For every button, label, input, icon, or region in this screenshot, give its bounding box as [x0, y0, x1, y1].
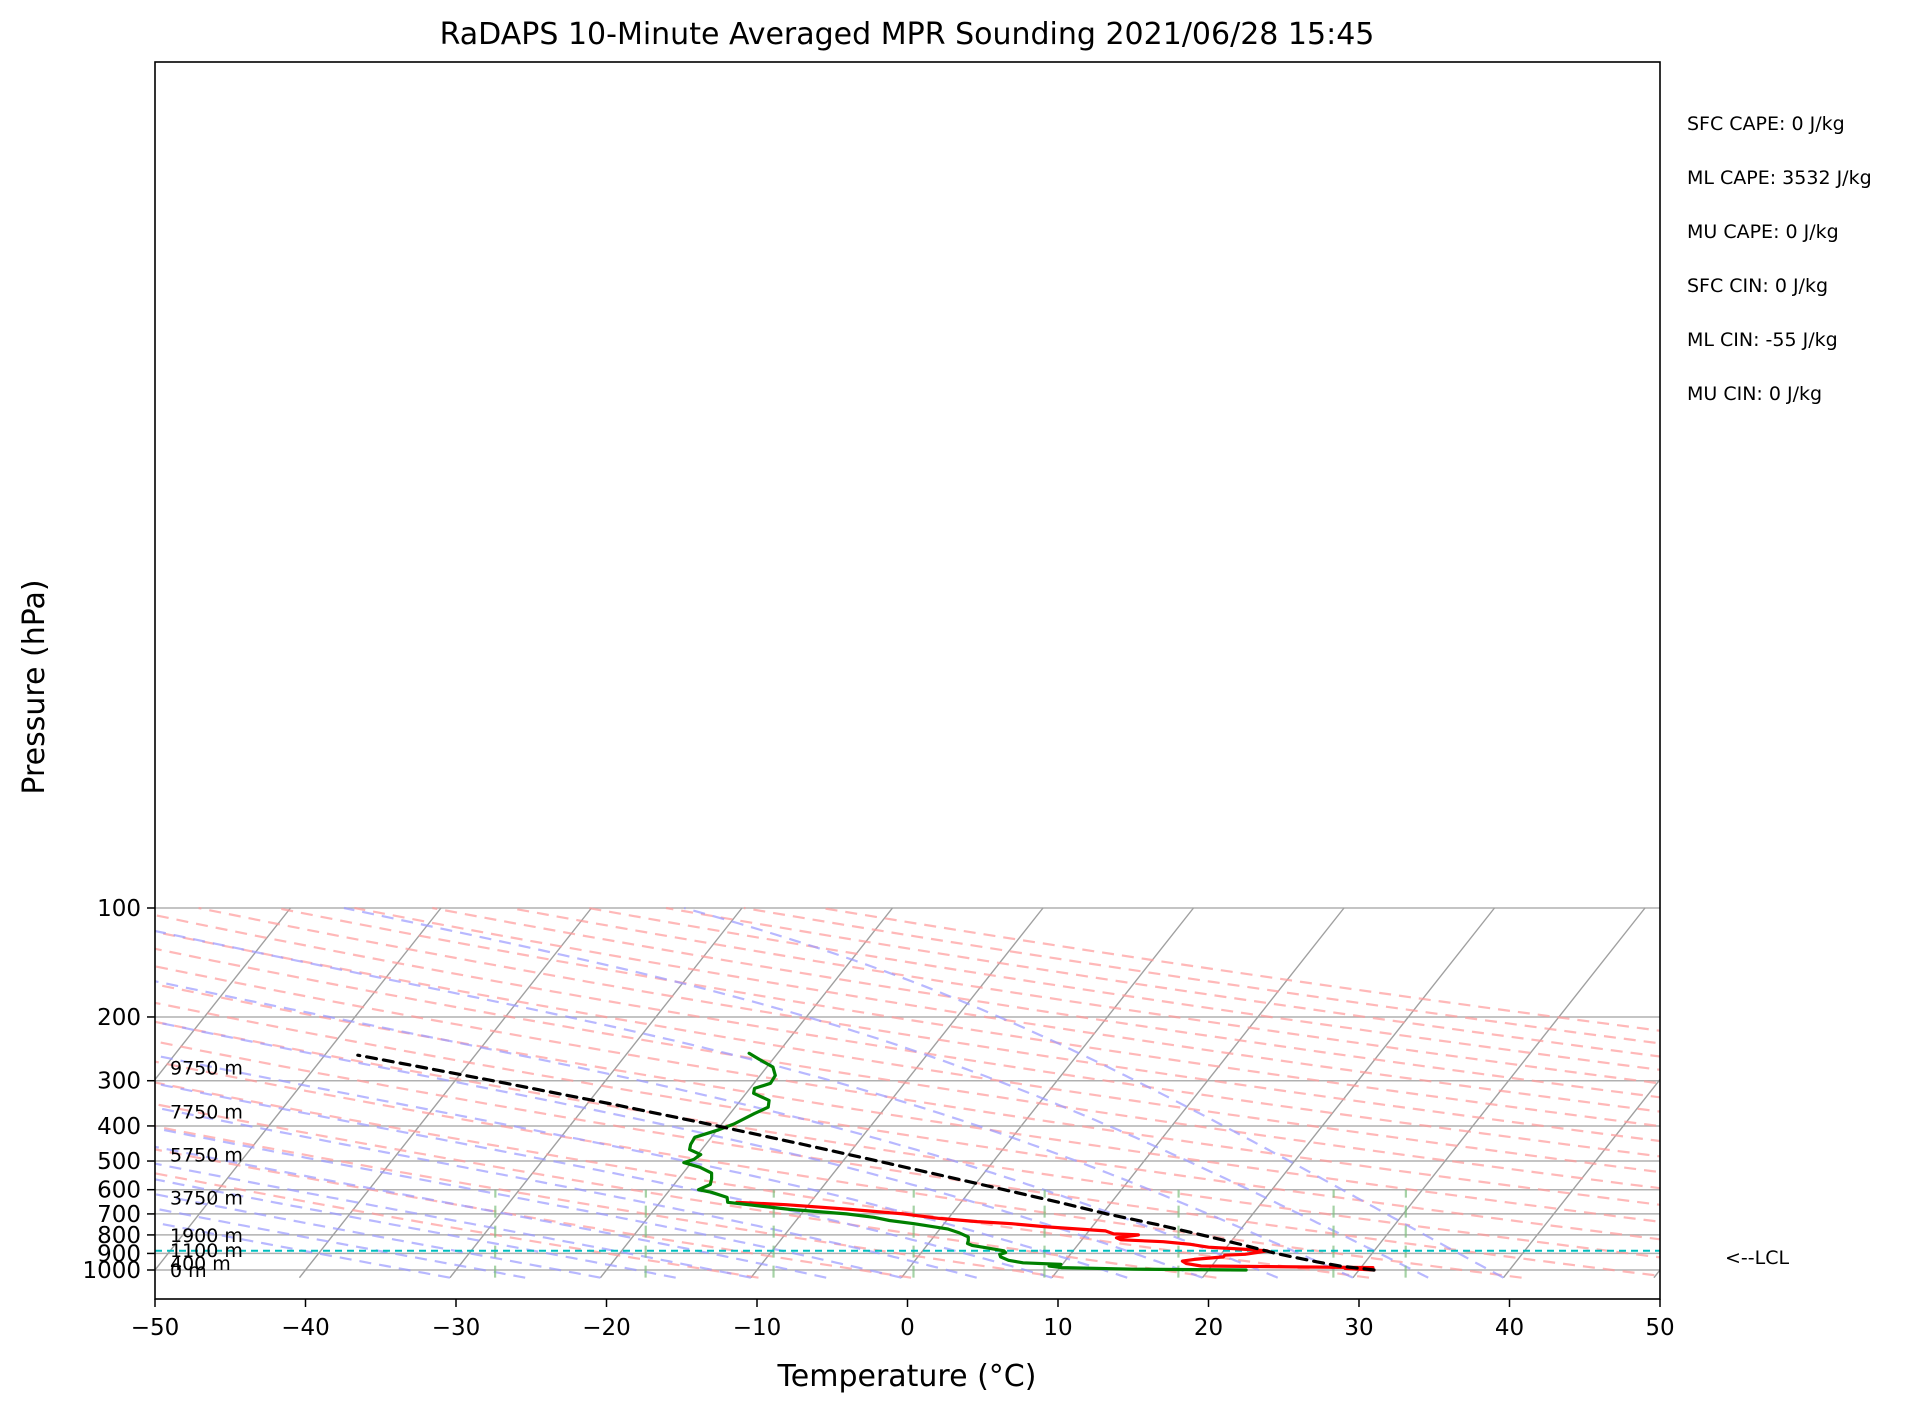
data-series — [155, 1051, 1660, 1272]
isotherm-line — [900, 907, 1195, 1279]
plot-frame — [154, 61, 1661, 1300]
isotherm-line — [298, 907, 593, 1279]
dry-adiabat-line — [155, 1081, 1370, 1279]
y-tick-label: 200 — [97, 1005, 141, 1031]
cape-cin-index: MU CAPE: 0 J/kg — [1687, 221, 1839, 243]
height-label: 9750 m — [170, 1058, 243, 1080]
parcel-line — [356, 1053, 1376, 1272]
moist-adiabat-line — [343, 906, 1429, 1279]
dry-adiabat-line — [155, 1001, 1660, 1241]
y-tick-label: 300 — [97, 1069, 141, 1095]
height-label: 5750 m — [170, 1145, 243, 1167]
isotherm-line — [599, 907, 894, 1279]
dry-adiabat-line — [155, 1125, 1064, 1279]
dry-adiabat-line — [665, 906, 1660, 1058]
dry-adiabat-line — [432, 906, 1660, 1099]
x-axis-label: Temperature (°C) — [777, 1359, 1037, 1394]
cape-cin-index: SFC CIN: 0 J/kg — [1687, 275, 1828, 297]
isotherm-line — [155, 907, 442, 1272]
dry-adiabat-line — [743, 906, 1660, 1045]
dry-adiabat-line — [155, 1020, 1660, 1259]
x-tick-label: 0 — [900, 1315, 915, 1341]
dry-adiabat-line — [587, 906, 1660, 1071]
axis-ticks: −50 −40 −30 −20 −10 0 10 20 30 40 50 100 200 300 400 50… — [82, 896, 1674, 1341]
dry-adiabat-line — [155, 965, 1660, 1206]
moist-adiabat-line — [155, 980, 1279, 1279]
chart-title: RaDAPS 10-Minute Averaged MPR Sounding 2… — [440, 17, 1375, 52]
moist-adiabat-line — [155, 1145, 827, 1279]
x-tick-label: 20 — [1194, 1315, 1223, 1341]
dry-adiabat-line — [155, 1102, 1217, 1279]
cape-cin-index: MU CIN: 0 J/kg — [1687, 383, 1822, 405]
height-label: 7750 m — [170, 1102, 243, 1124]
x-tick-label: 40 — [1495, 1315, 1524, 1341]
moist-adiabat-line — [155, 929, 1354, 1279]
height-label: 1900 m — [170, 1225, 243, 1247]
height-label: 1100 m — [170, 1240, 243, 1262]
cape-cin-index: ML CIN: -55 J/kg — [1687, 329, 1838, 351]
x-tick-label: 30 — [1344, 1315, 1373, 1341]
dewpoint-line — [682, 1051, 1248, 1272]
moist-adiabat-line — [155, 1207, 526, 1279]
x-tick-label: −30 — [432, 1315, 481, 1341]
dry-adiabat-line — [155, 914, 1660, 1158]
moist-adiabat-line — [155, 1020, 1203, 1279]
moist-adiabat-line — [155, 1178, 676, 1279]
height-label: 3750 m — [170, 1187, 243, 1209]
y-tick-label: 1000 — [82, 1258, 141, 1284]
lcl-label: <--LCL — [1725, 1247, 1789, 1269]
isotherm-line — [1201, 907, 1496, 1279]
height-label: 0 m — [170, 1260, 207, 1282]
y-tick-label: 700 — [97, 1202, 141, 1228]
moist-adiabat-line — [155, 1162, 752, 1279]
y-tick-label: 900 — [97, 1241, 141, 1267]
y-axis-label: Pressure (hPa) — [17, 579, 52, 794]
y-tick-label: 400 — [97, 1114, 141, 1140]
isotherm-line — [1804, 908, 1914, 1278]
x-tick-label: 50 — [1645, 1315, 1674, 1341]
temperature-line — [735, 1200, 1376, 1272]
isotherm-line — [1051, 907, 1345, 1279]
x-tick-label: −20 — [582, 1315, 631, 1341]
isotherm-line — [1653, 1268, 1660, 1279]
cape-cin-index: ML CAPE: 3532 J/kg — [1687, 167, 1872, 189]
dry-adiabat-line — [354, 906, 1660, 1113]
moist-adiabat-line — [155, 1193, 601, 1279]
y-tick-label: 800 — [97, 1223, 141, 1249]
moist-adiabat-line — [155, 1082, 1053, 1279]
isotherm-line — [1502, 1078, 1660, 1279]
moist-adiabat-line — [683, 906, 1504, 1279]
dry-adiabat-line — [510, 906, 1660, 1085]
isotherm-line — [155, 907, 292, 1081]
dry-adiabat-line — [155, 1060, 1522, 1279]
x-tick-label: −50 — [131, 1315, 180, 1341]
moist-adiabat-line — [155, 1127, 902, 1279]
x-tick-label: −10 — [733, 1315, 782, 1341]
dry-adiabat-line — [276, 906, 1660, 1128]
dry-adiabat-line — [155, 1148, 912, 1279]
x-tick-label: −40 — [281, 1315, 330, 1341]
isotherm-line — [1352, 907, 1646, 1279]
dry-adiabat-line — [155, 1172, 759, 1279]
background-lines — [155, 906, 1914, 1279]
y-tick-label: 500 — [97, 1149, 141, 1175]
x-tick-label: 10 — [1043, 1315, 1072, 1341]
y-tick-label: 100 — [97, 896, 141, 922]
dry-adiabat-line — [155, 947, 1660, 1190]
dry-adiabat-line — [155, 983, 1660, 1223]
cape-cin-index: SFC CAPE: 0 J/kg — [1687, 113, 1845, 135]
dry-adiabat-line — [198, 906, 1660, 1143]
moist-adiabat-line — [155, 1221, 451, 1279]
height-label: 400 m — [170, 1253, 231, 1275]
y-tick-label: 600 — [97, 1178, 141, 1204]
moist-adiabat-line — [155, 1106, 977, 1279]
